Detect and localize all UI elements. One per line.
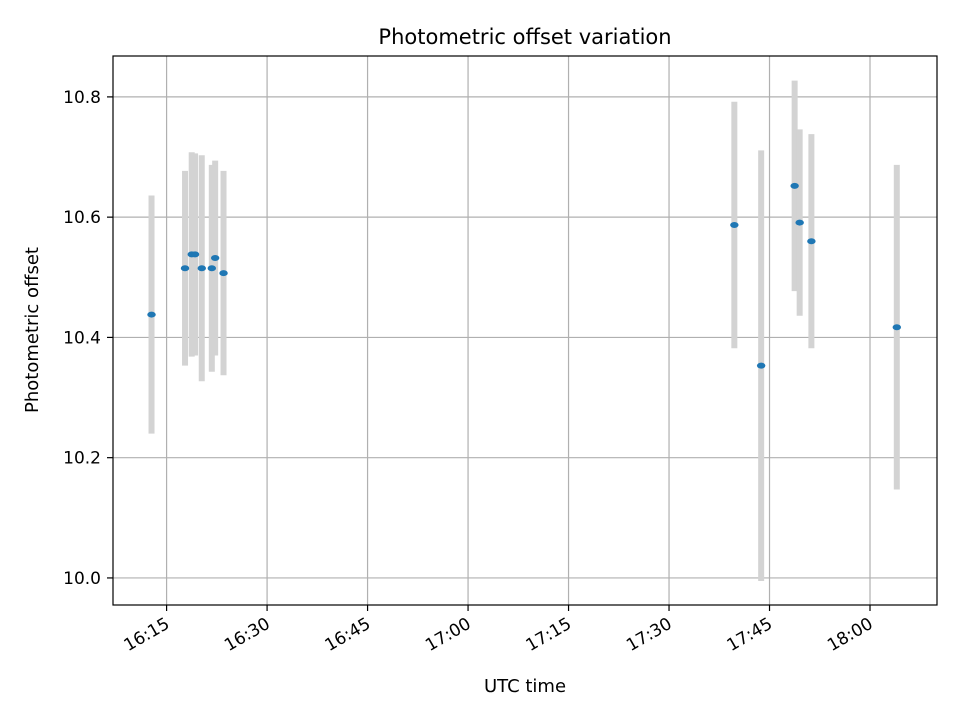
y-axis-ticks: 10.0 10.2 10.4 10.6 10.8: [63, 88, 113, 589]
error-bars: [148, 80, 900, 581]
data-point: [807, 238, 816, 245]
data-point: [219, 270, 228, 277]
data-point: [892, 324, 902, 331]
data-point: [147, 311, 156, 318]
y-tick-label: 10.0: [63, 569, 101, 589]
x-axis-label: UTC time: [484, 676, 566, 697]
chart-title: Photometric offset variation: [378, 25, 671, 49]
data-point: [207, 265, 217, 272]
x-tick-label: 17:15: [523, 614, 575, 656]
data-point: [795, 219, 804, 226]
data-point: [756, 362, 766, 369]
plot-frame: [112, 55, 938, 606]
x-tick-label: 17:00: [422, 614, 474, 656]
grid-lines: [113, 56, 937, 605]
data-point: [730, 221, 739, 228]
data-point: [197, 265, 206, 272]
data-point: [190, 251, 200, 258]
y-tick-label: 10.8: [63, 88, 101, 108]
x-tick-label: 16:30: [221, 614, 273, 656]
y-axis-label: Photometric offset: [22, 247, 43, 413]
x-tick-label: 17:45: [724, 614, 776, 656]
x-tick-label: 17:30: [623, 614, 675, 656]
x-axis-ticks: 16:15 16:30 16:45 17:00 17:15 17:30 17:45 18:00: [121, 605, 877, 656]
x-tick-label: 16:15: [121, 614, 173, 656]
x-tick-label: 16:45: [322, 614, 374, 656]
y-tick-label: 10.4: [63, 328, 101, 348]
data-point: [790, 182, 799, 189]
y-tick-label: 10.6: [63, 208, 101, 228]
y-tick-label: 10.2: [63, 449, 101, 469]
x-tick-label: 18:00: [824, 614, 876, 656]
data-point: [210, 255, 220, 262]
data-points: [147, 182, 902, 369]
data-point: [180, 265, 190, 272]
